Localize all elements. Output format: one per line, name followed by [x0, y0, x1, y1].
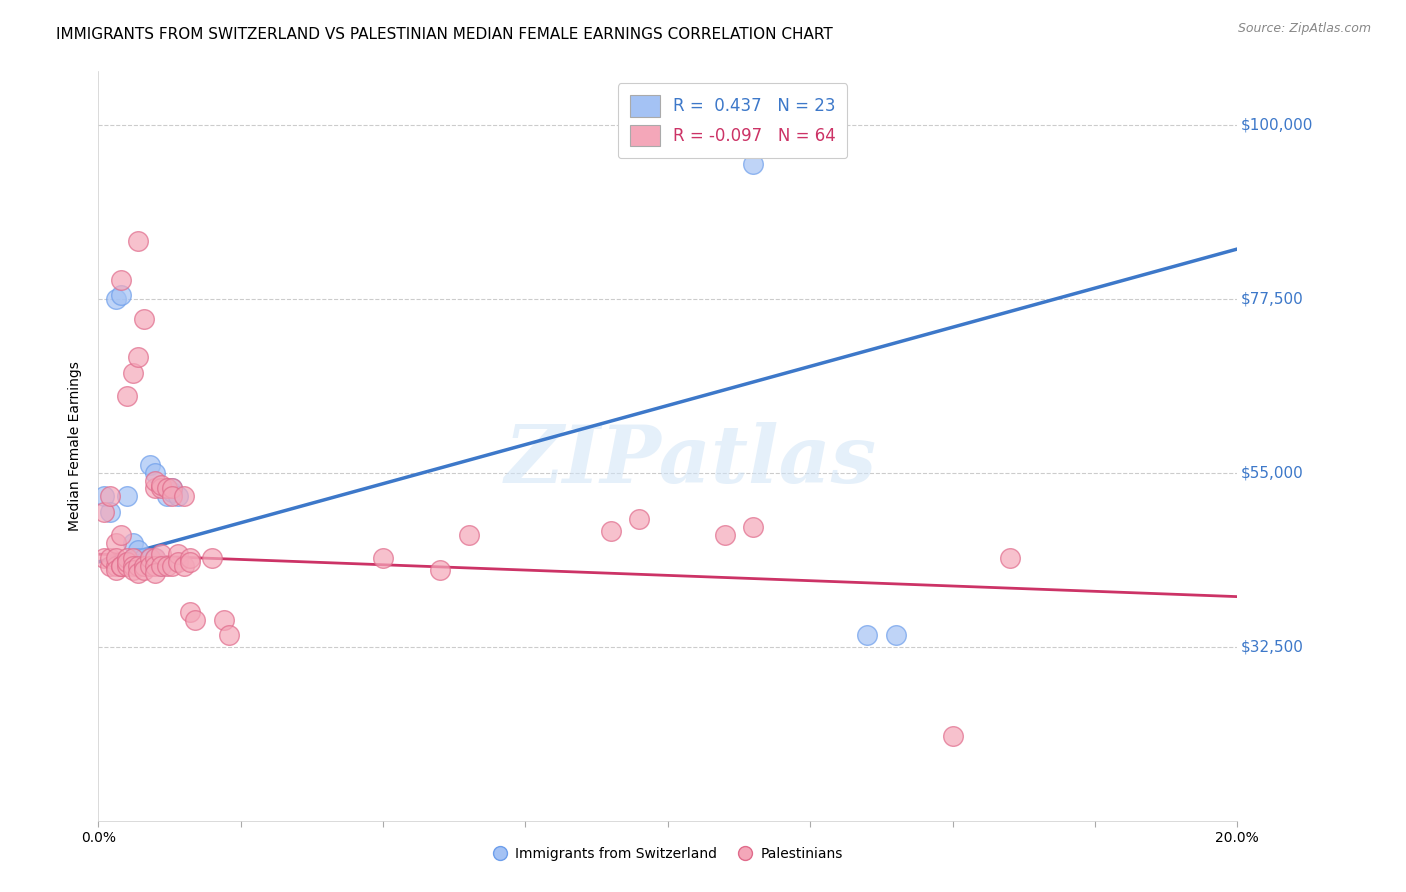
Point: [115, 558, 138, 573]
Point: [138, 551, 160, 566]
Point: [121, 535, 143, 549]
Point: [212, 613, 235, 627]
Point: [138, 458, 160, 473]
Point: [127, 551, 149, 566]
Point: [115, 555, 138, 569]
Point: [127, 543, 149, 558]
Point: [132, 555, 155, 569]
Text: ZIPatlas: ZIPatlas: [505, 422, 877, 500]
Point: [132, 551, 155, 566]
Text: $77,500: $77,500: [1240, 292, 1303, 307]
Point: [93, 551, 115, 566]
Point: [104, 535, 127, 549]
Point: [132, 563, 155, 577]
Point: [201, 551, 224, 566]
Point: [173, 558, 195, 573]
Point: [167, 555, 190, 569]
Point: [127, 558, 149, 573]
Point: [115, 389, 138, 403]
Text: $32,500: $32,500: [1240, 640, 1303, 655]
Point: [104, 292, 127, 306]
Point: [104, 558, 127, 573]
Legend: Immigrants from Switzerland, Palestinians: Immigrants from Switzerland, Palestinian…: [488, 841, 848, 866]
Point: [179, 551, 201, 566]
Point: [93, 505, 115, 519]
Point: [179, 605, 201, 619]
Point: [600, 524, 623, 538]
Point: [115, 489, 138, 503]
Point: [150, 547, 173, 561]
Point: [138, 558, 160, 573]
Text: $55,000: $55,000: [1240, 466, 1303, 481]
Point: [145, 558, 167, 573]
Point: [167, 547, 190, 561]
Point: [98, 551, 121, 566]
Point: [145, 466, 167, 480]
Point: [184, 613, 207, 627]
Point: [98, 558, 121, 573]
Point: [110, 558, 132, 573]
Point: [156, 482, 179, 496]
Point: [127, 566, 149, 581]
Point: [98, 489, 121, 503]
Point: [110, 528, 132, 542]
Point: [218, 628, 240, 642]
Point: [150, 558, 173, 573]
Text: Source: ZipAtlas.com: Source: ZipAtlas.com: [1237, 22, 1371, 36]
Point: [457, 528, 479, 542]
Point: [162, 489, 184, 503]
Point: [942, 729, 965, 743]
Point: [145, 551, 167, 566]
Point: [121, 563, 143, 577]
Point: [150, 482, 173, 496]
Point: [150, 558, 173, 573]
Point: [856, 628, 879, 642]
Point: [179, 555, 201, 569]
Point: [162, 482, 184, 496]
Point: [167, 489, 190, 503]
Point: [93, 489, 115, 503]
Point: [138, 551, 160, 566]
Point: [156, 558, 179, 573]
Point: [127, 235, 149, 249]
Point: [156, 482, 179, 496]
Point: [884, 628, 907, 642]
Y-axis label: Median Female Earnings: Median Female Earnings: [69, 361, 83, 531]
Point: [110, 273, 132, 287]
Point: [110, 558, 132, 573]
Point: [110, 288, 132, 302]
Point: [162, 558, 184, 573]
Point: [145, 566, 167, 581]
Point: [115, 551, 138, 566]
Point: [373, 551, 395, 566]
Point: [145, 551, 167, 566]
Point: [104, 551, 127, 566]
Point: [104, 563, 127, 577]
Point: [162, 485, 184, 500]
Point: [429, 563, 451, 577]
Point: [145, 482, 167, 496]
Point: [998, 551, 1021, 566]
Point: [121, 366, 143, 380]
Point: [145, 474, 167, 488]
Point: [132, 311, 155, 326]
Point: [121, 551, 143, 566]
Point: [742, 520, 765, 534]
Point: [150, 477, 173, 491]
Point: [127, 350, 149, 364]
Point: [132, 558, 155, 573]
Point: [156, 489, 179, 503]
Text: $100,000: $100,000: [1240, 118, 1313, 133]
Point: [173, 489, 195, 503]
Point: [121, 558, 143, 573]
Point: [714, 528, 737, 542]
Point: [742, 157, 765, 171]
Point: [628, 512, 651, 526]
Point: [162, 482, 184, 496]
Text: IMMIGRANTS FROM SWITZERLAND VS PALESTINIAN MEDIAN FEMALE EARNINGS CORRELATION CH: IMMIGRANTS FROM SWITZERLAND VS PALESTINI…: [56, 27, 832, 42]
Point: [98, 505, 121, 519]
